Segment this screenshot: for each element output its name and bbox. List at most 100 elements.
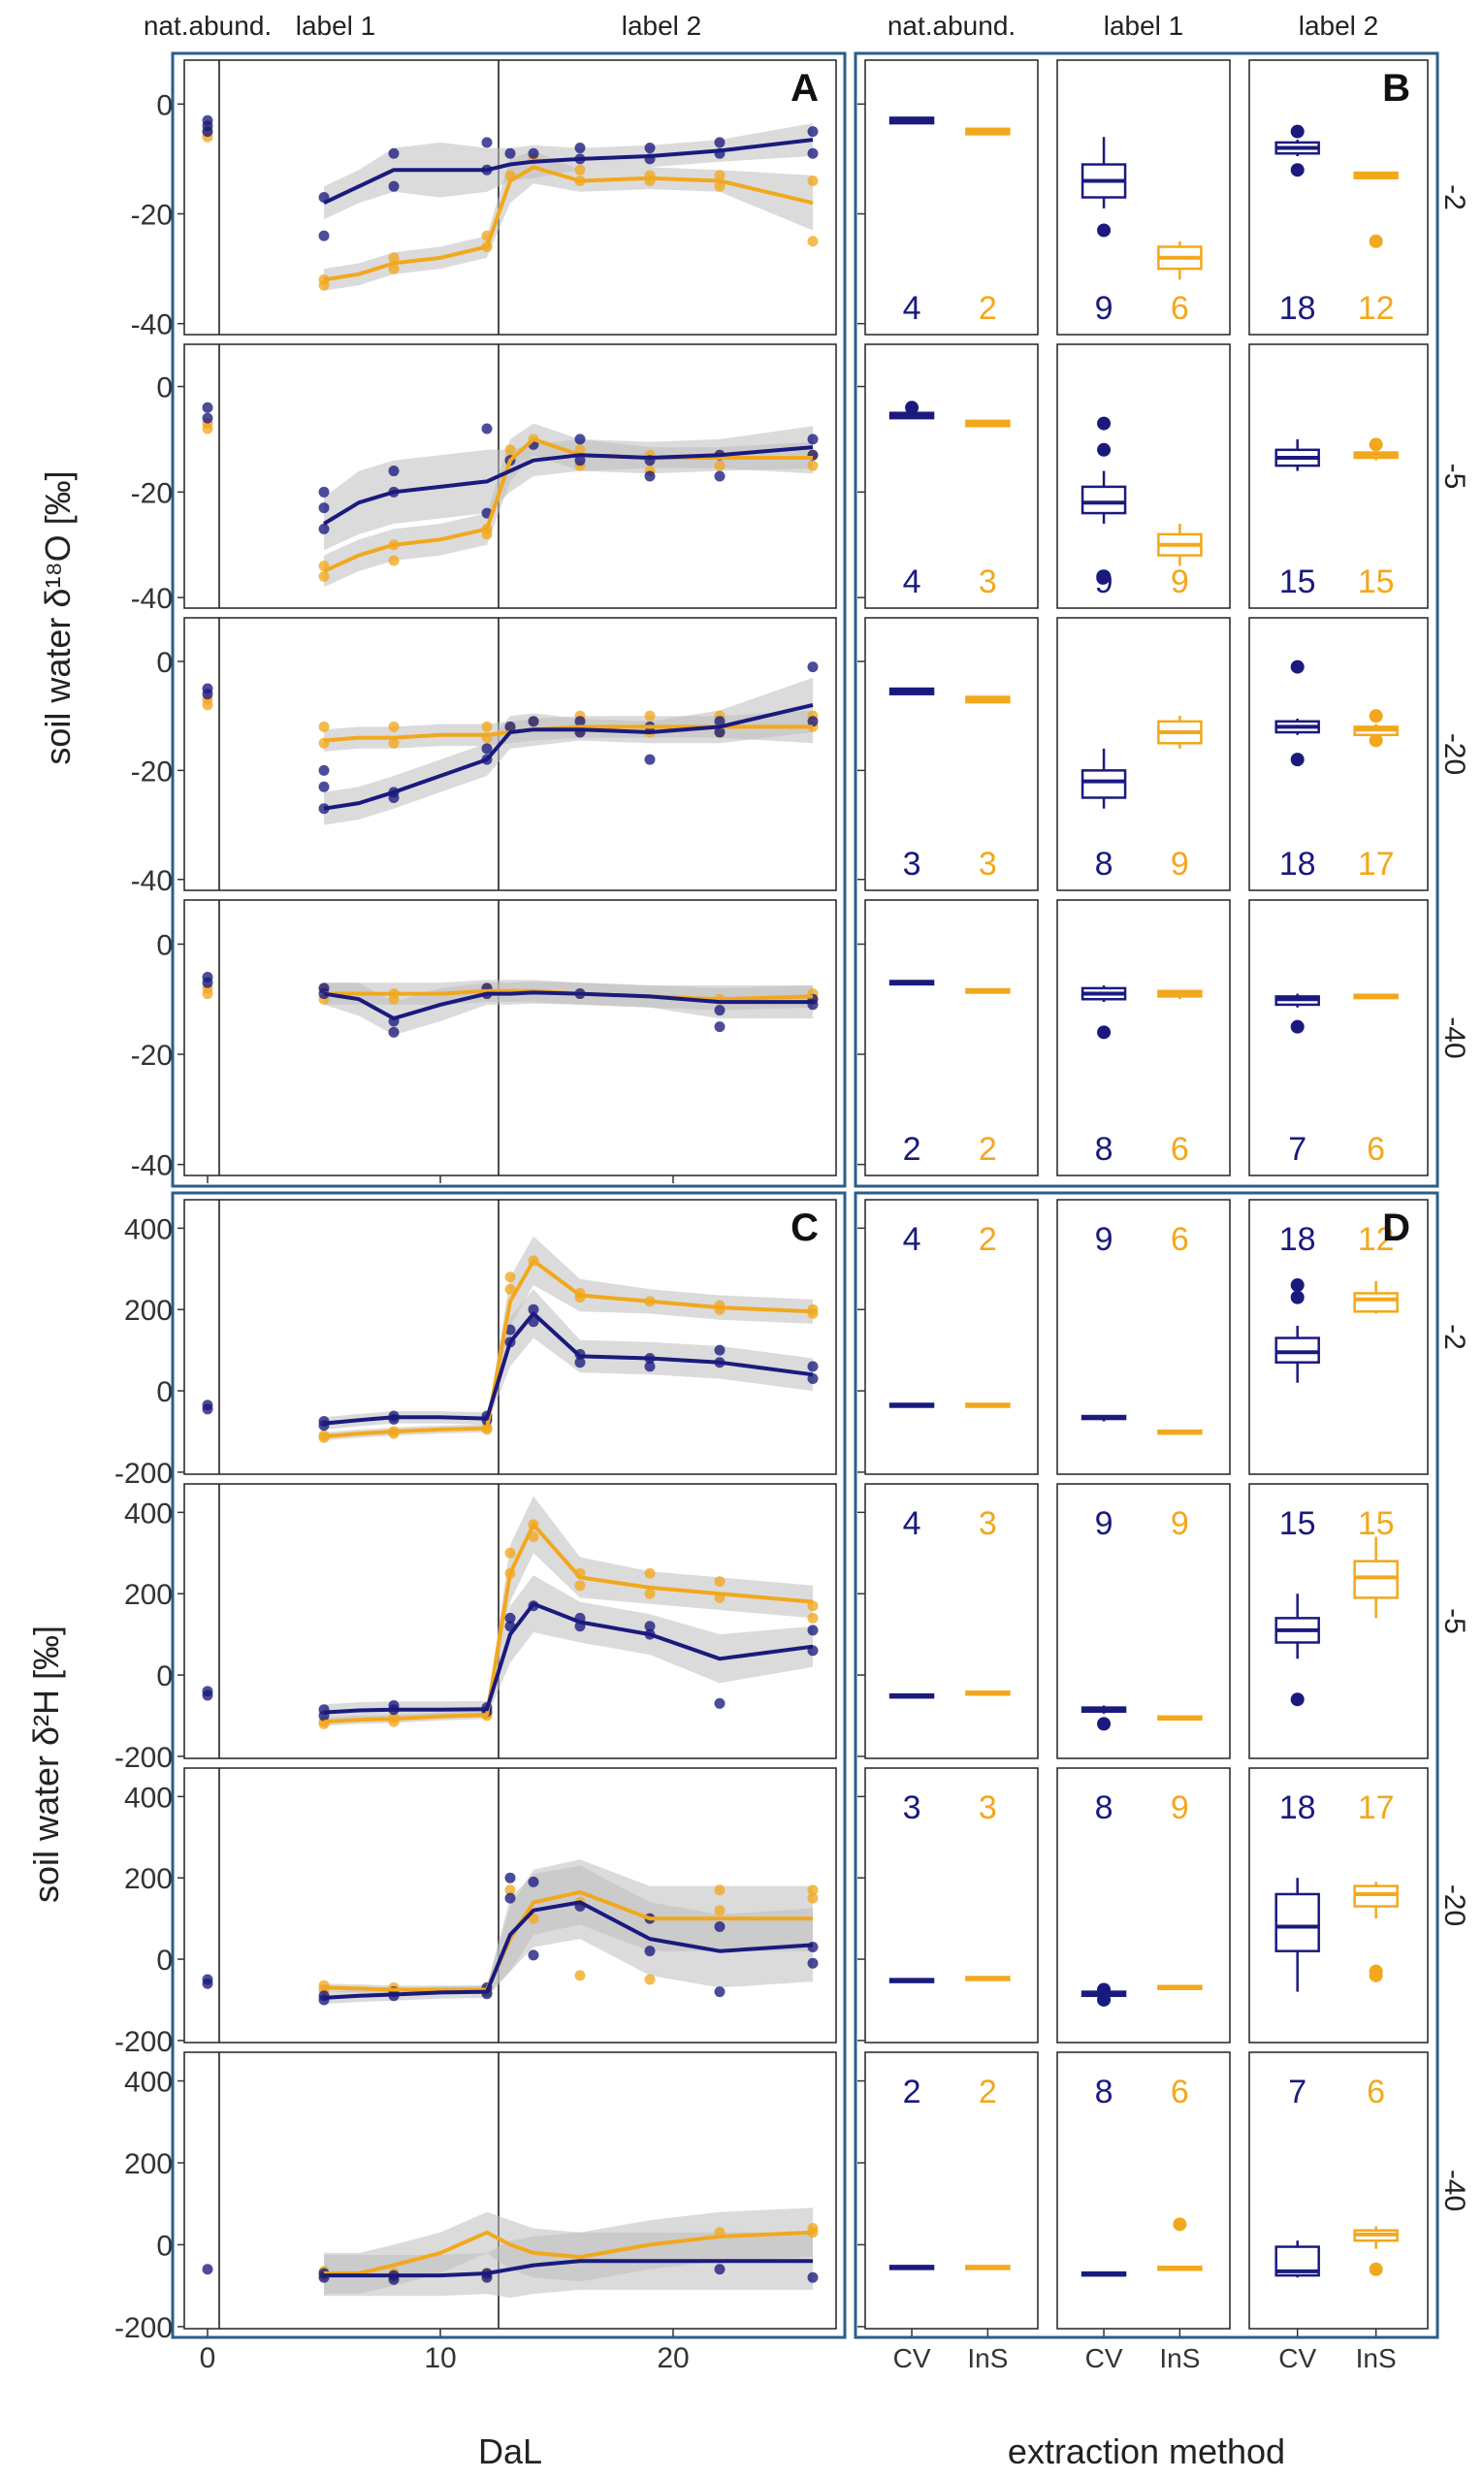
data-point-cv [388, 147, 400, 159]
data-point-cv [714, 1344, 726, 1356]
n-label-ins: 2 [979, 2074, 997, 2110]
n-label-cv: 18 [1279, 846, 1316, 883]
smooth-line-cv [324, 2259, 813, 2278]
data-point-ins [318, 279, 330, 291]
data-point-cv [807, 434, 819, 445]
data-point-ins [504, 444, 516, 456]
data-point-cv [504, 1892, 516, 1904]
n-label-ins: 6 [1171, 2074, 1189, 2110]
n-label-cv: 8 [1095, 2074, 1113, 2110]
boxplot-facet [1248, 617, 1429, 891]
outlier-cv [1097, 569, 1112, 584]
y-tick-label: 0 [156, 929, 173, 961]
data-point-cv [202, 412, 213, 424]
outlier-ins [1369, 733, 1383, 748]
data-point-cv [504, 1872, 516, 1883]
data-point-cv [644, 754, 656, 765]
confidence-band-cv [324, 677, 813, 825]
boxplot-facet [1056, 343, 1231, 609]
data-point-cv [574, 1357, 586, 1368]
method-label: InS [1159, 2343, 1200, 2373]
outlier-cv [1097, 1992, 1112, 2007]
n-label-ins: 3 [979, 1789, 997, 1826]
data-point-cv [318, 781, 330, 792]
data-point-ins [504, 1272, 516, 1283]
depth-label: -40 [1438, 2170, 1470, 2211]
data-point-cv [318, 486, 330, 498]
x-tick-label: 0 [200, 2342, 216, 2374]
data-point-ins [504, 1884, 516, 1896]
data-point-cv [318, 230, 330, 241]
smooth-line-ins [323, 1522, 814, 1724]
data-point-cv [714, 1021, 726, 1033]
data-point-ins [714, 1905, 726, 1916]
data-point-ins [504, 1283, 516, 1295]
depth-label: -2 [1438, 1324, 1470, 1350]
data-point-cv [202, 977, 213, 988]
panel-c-frame [171, 1191, 847, 2339]
n-label-cv: 18 [1279, 1221, 1316, 1258]
outlier-cv [1097, 416, 1112, 431]
y-tick-label: 400 [124, 1782, 173, 1814]
panel-letter-b: B [1382, 67, 1410, 110]
data-point-cv [644, 1946, 656, 1957]
y-tick-label: 400 [124, 1213, 173, 1245]
y-tick-label: 400 [124, 2067, 173, 2099]
facet-column-label: label 1 [1104, 11, 1184, 41]
n-label-ins: 3 [979, 563, 997, 600]
data-point-ins [202, 423, 213, 435]
data-point-ins [807, 1892, 819, 1904]
n-label-ins: 9 [1171, 563, 1189, 600]
outlier-cv [1290, 753, 1305, 767]
x-axis-title: DaL [478, 2431, 542, 2471]
outlier-ins [1369, 234, 1383, 248]
box-cv [1274, 1892, 1320, 1952]
boxplot-facet [864, 617, 1039, 891]
confidence-band-ins [324, 1236, 813, 1441]
data-point-ins [807, 460, 819, 471]
y-tick-label: -20 [131, 756, 173, 788]
panel-b-frame [854, 51, 1439, 1188]
n-label-ins: 17 [1358, 1789, 1395, 1826]
data-point-cv [714, 1697, 726, 1709]
y-tick-label: 0 [156, 1945, 173, 1977]
box-ins [1353, 1884, 1399, 1908]
depth-label: -20 [1438, 1884, 1470, 1926]
data-point-cv [202, 1403, 213, 1415]
data-point-cv [714, 726, 726, 738]
method-label: InS [1356, 2343, 1397, 2373]
data-point-cv [318, 502, 330, 514]
boxplot-facet [1056, 59, 1231, 336]
data-point-ins [202, 699, 213, 711]
data-point-ins [504, 1547, 516, 1559]
data-point-cv [202, 2264, 213, 2275]
n-label-ins: 17 [1358, 846, 1395, 883]
n-label-cv: 7 [1288, 2074, 1307, 2110]
boxplot-facet [1056, 1767, 1231, 2044]
data-point-cv [714, 137, 726, 148]
data-point-cv [318, 523, 330, 534]
data-point-cv [714, 716, 726, 727]
boxplot-facet [864, 1199, 1039, 1475]
panel-d-frame [854, 1191, 1439, 2339]
boxplot-facet [1056, 1199, 1231, 1475]
confidence-band-cv [324, 1575, 813, 1721]
plot-area [183, 617, 837, 891]
n-label-cv: 3 [903, 846, 921, 883]
boxplot-facet [1248, 343, 1429, 609]
n-label-cv: 4 [903, 1221, 921, 1258]
x-tick-label: 10 [424, 2342, 456, 2374]
data-point-cv [574, 434, 586, 445]
data-point-ins [574, 164, 586, 176]
data-point-cv [388, 466, 400, 477]
data-point-cv [644, 470, 656, 482]
panel-letter-d: D [1382, 1207, 1410, 1249]
y-tick-label: 0 [156, 89, 173, 121]
n-label-cv: 9 [1095, 1221, 1113, 1258]
panel-b-oxygen-boxplots: 4 2 9 6 18 12 -2 4 3 9 9 15 15 -5 3 3 8 9 18 17 -20 2 2 8 6 7 6 -40 [857, 59, 1470, 1176]
y-tick-label: 400 [124, 1497, 173, 1529]
data-point-cv [574, 143, 586, 154]
data-point-ins [714, 180, 726, 192]
panel-letter-c: C [790, 1207, 819, 1249]
